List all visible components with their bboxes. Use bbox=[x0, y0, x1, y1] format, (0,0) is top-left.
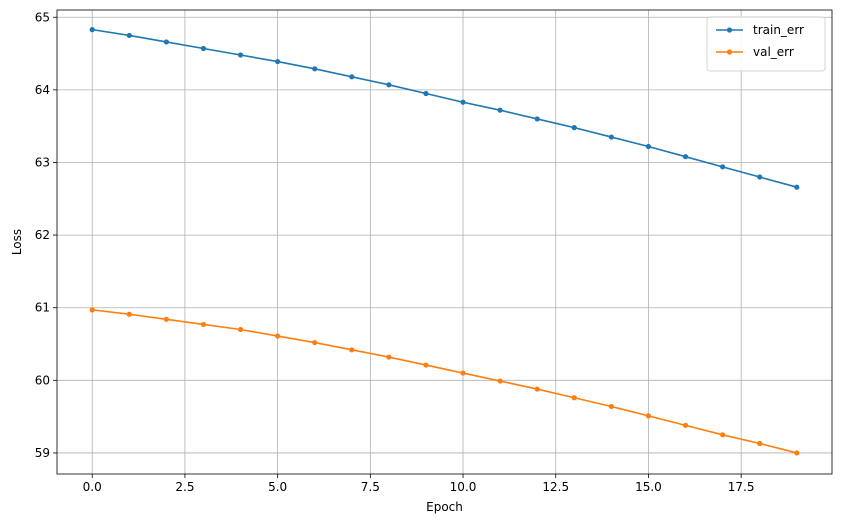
x-tick-label: 15.0 bbox=[635, 480, 662, 494]
data-point bbox=[534, 386, 540, 392]
data-point bbox=[312, 339, 318, 346]
x-tick-label: 12.5 bbox=[542, 480, 569, 494]
y-tick-label: 64 bbox=[35, 83, 50, 97]
data-point bbox=[645, 143, 652, 150]
data-point bbox=[794, 184, 800, 190]
y-tick-label: 63 bbox=[35, 155, 50, 169]
series-line bbox=[92, 309, 797, 454]
y-tick-label: 61 bbox=[35, 301, 50, 315]
data-point bbox=[497, 107, 503, 113]
y-axis: 59 60 61 62 63 64 65 bbox=[35, 10, 57, 460]
data-point bbox=[460, 370, 466, 376]
data-point bbox=[571, 395, 577, 401]
data-point bbox=[423, 362, 429, 368]
data-point bbox=[645, 413, 652, 419]
x-tick-label: 2.5 bbox=[175, 480, 194, 494]
legend: train_err val_err bbox=[706, 16, 826, 72]
x-tick-label: 5.0 bbox=[268, 480, 287, 494]
data-point bbox=[497, 378, 503, 384]
data-point bbox=[163, 39, 169, 45]
data-point bbox=[608, 134, 614, 140]
series-line bbox=[92, 28, 797, 188]
data-point bbox=[682, 422, 689, 428]
data-point bbox=[386, 82, 392, 88]
data-point bbox=[200, 321, 207, 328]
data-point bbox=[386, 354, 392, 360]
data-point bbox=[200, 45, 207, 52]
data-point bbox=[794, 450, 800, 456]
data-point bbox=[163, 316, 169, 322]
data-point bbox=[89, 307, 95, 313]
data-point bbox=[275, 58, 281, 65]
y-tick-label: 65 bbox=[35, 10, 50, 24]
data-point bbox=[312, 66, 318, 72]
data-point bbox=[720, 432, 726, 438]
data-point bbox=[349, 74, 355, 80]
y-tick-label: 59 bbox=[35, 446, 50, 460]
x-axis-label: Epoch bbox=[426, 500, 463, 514]
data-point bbox=[423, 90, 429, 97]
data-point bbox=[720, 164, 726, 170]
grid bbox=[57, 10, 832, 474]
data-point bbox=[757, 440, 763, 447]
data-point bbox=[126, 32, 132, 39]
data-point bbox=[89, 27, 95, 33]
data-point bbox=[275, 333, 281, 339]
data-point bbox=[237, 326, 244, 333]
y-tick-label: 60 bbox=[35, 373, 50, 387]
x-tick-label: 0.0 bbox=[83, 480, 102, 494]
data-point bbox=[460, 99, 466, 105]
data-point bbox=[534, 116, 540, 122]
x-tick-label: 7.5 bbox=[361, 480, 380, 494]
legend-label: train_err bbox=[753, 23, 804, 37]
data-point bbox=[757, 174, 763, 180]
x-tick-label: 17.5 bbox=[728, 480, 755, 494]
data-point bbox=[608, 403, 614, 410]
legend-marker bbox=[726, 49, 733, 55]
data-point bbox=[682, 154, 689, 160]
plot-frame bbox=[56, 9, 833, 475]
legend-marker bbox=[726, 27, 733, 33]
data-point bbox=[571, 125, 577, 131]
x-tick-label: 10.0 bbox=[450, 480, 477, 494]
legend-item-val_err: val_err bbox=[716, 45, 794, 59]
y-tick-label: 62 bbox=[35, 228, 50, 242]
legend-item-train_err: train_err bbox=[716, 23, 804, 37]
series-train_err bbox=[89, 27, 800, 190]
legend-label: val_err bbox=[753, 45, 794, 59]
data-point bbox=[349, 347, 355, 353]
series-layer bbox=[89, 27, 800, 456]
data-point bbox=[237, 52, 244, 58]
series-val_err bbox=[89, 307, 800, 456]
x-axis: 0.0 2.5 5.0 7.5 10.0 12.5 15.0 17.5 bbox=[83, 474, 755, 494]
data-point bbox=[126, 311, 132, 317]
y-axis-label: Loss bbox=[10, 229, 24, 255]
